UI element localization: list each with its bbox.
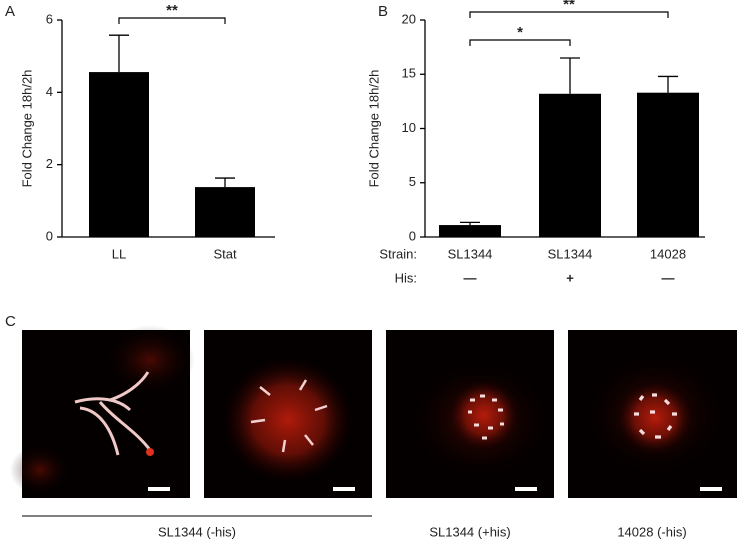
y-tick-label: 4 <box>46 84 53 99</box>
significance-bracket <box>469 11 669 18</box>
his-label: — <box>662 270 675 285</box>
micrograph <box>568 330 737 498</box>
significance-label: ** <box>563 0 575 13</box>
row-label: His: <box>395 270 417 285</box>
micrograph <box>204 330 372 498</box>
micrograph <box>386 330 554 498</box>
y-tick-label: 5 <box>409 174 416 189</box>
panel-letter: B <box>378 3 388 20</box>
panel-letter: A <box>5 3 15 20</box>
image-caption: SL1344 (-his) <box>158 524 236 539</box>
his-label: — <box>464 270 477 285</box>
bar <box>89 72 149 237</box>
x-tick-label: 14028 <box>650 246 686 261</box>
y-tick-label: 6 <box>46 11 53 26</box>
bar <box>195 187 255 237</box>
x-tick-label: SL1344 <box>448 246 493 261</box>
y-axis-label: Fold Change 18h/2h <box>19 70 34 188</box>
y-tick-label: 15 <box>402 66 416 81</box>
y-tick-label: 20 <box>402 11 416 26</box>
image-caption: 14028 (-his) <box>617 524 686 539</box>
bar <box>439 225 501 237</box>
significance-label: * <box>517 24 523 41</box>
y-tick-label: 0 <box>46 228 53 243</box>
y-tick-label: 2 <box>46 156 53 171</box>
significance-label: ** <box>166 2 178 19</box>
y-tick-label: 0 <box>409 228 416 243</box>
bar <box>539 93 601 237</box>
x-tick-label: Stat <box>213 246 237 261</box>
y-tick-label: 10 <box>402 120 416 135</box>
his-label: + <box>566 270 574 285</box>
x-tick-label: LL <box>112 246 126 261</box>
panel-letter: C <box>5 313 16 330</box>
micrograph <box>10 325 195 498</box>
significance-bracket <box>118 17 226 24</box>
y-axis-label: Fold Change 18h/2h <box>366 70 381 188</box>
x-tick-label: SL1344 <box>548 246 593 261</box>
significance-bracket <box>469 39 571 46</box>
row-label: Strain: <box>379 246 417 261</box>
bar <box>637 92 699 237</box>
image-caption: SL1344 (+his) <box>429 524 510 539</box>
